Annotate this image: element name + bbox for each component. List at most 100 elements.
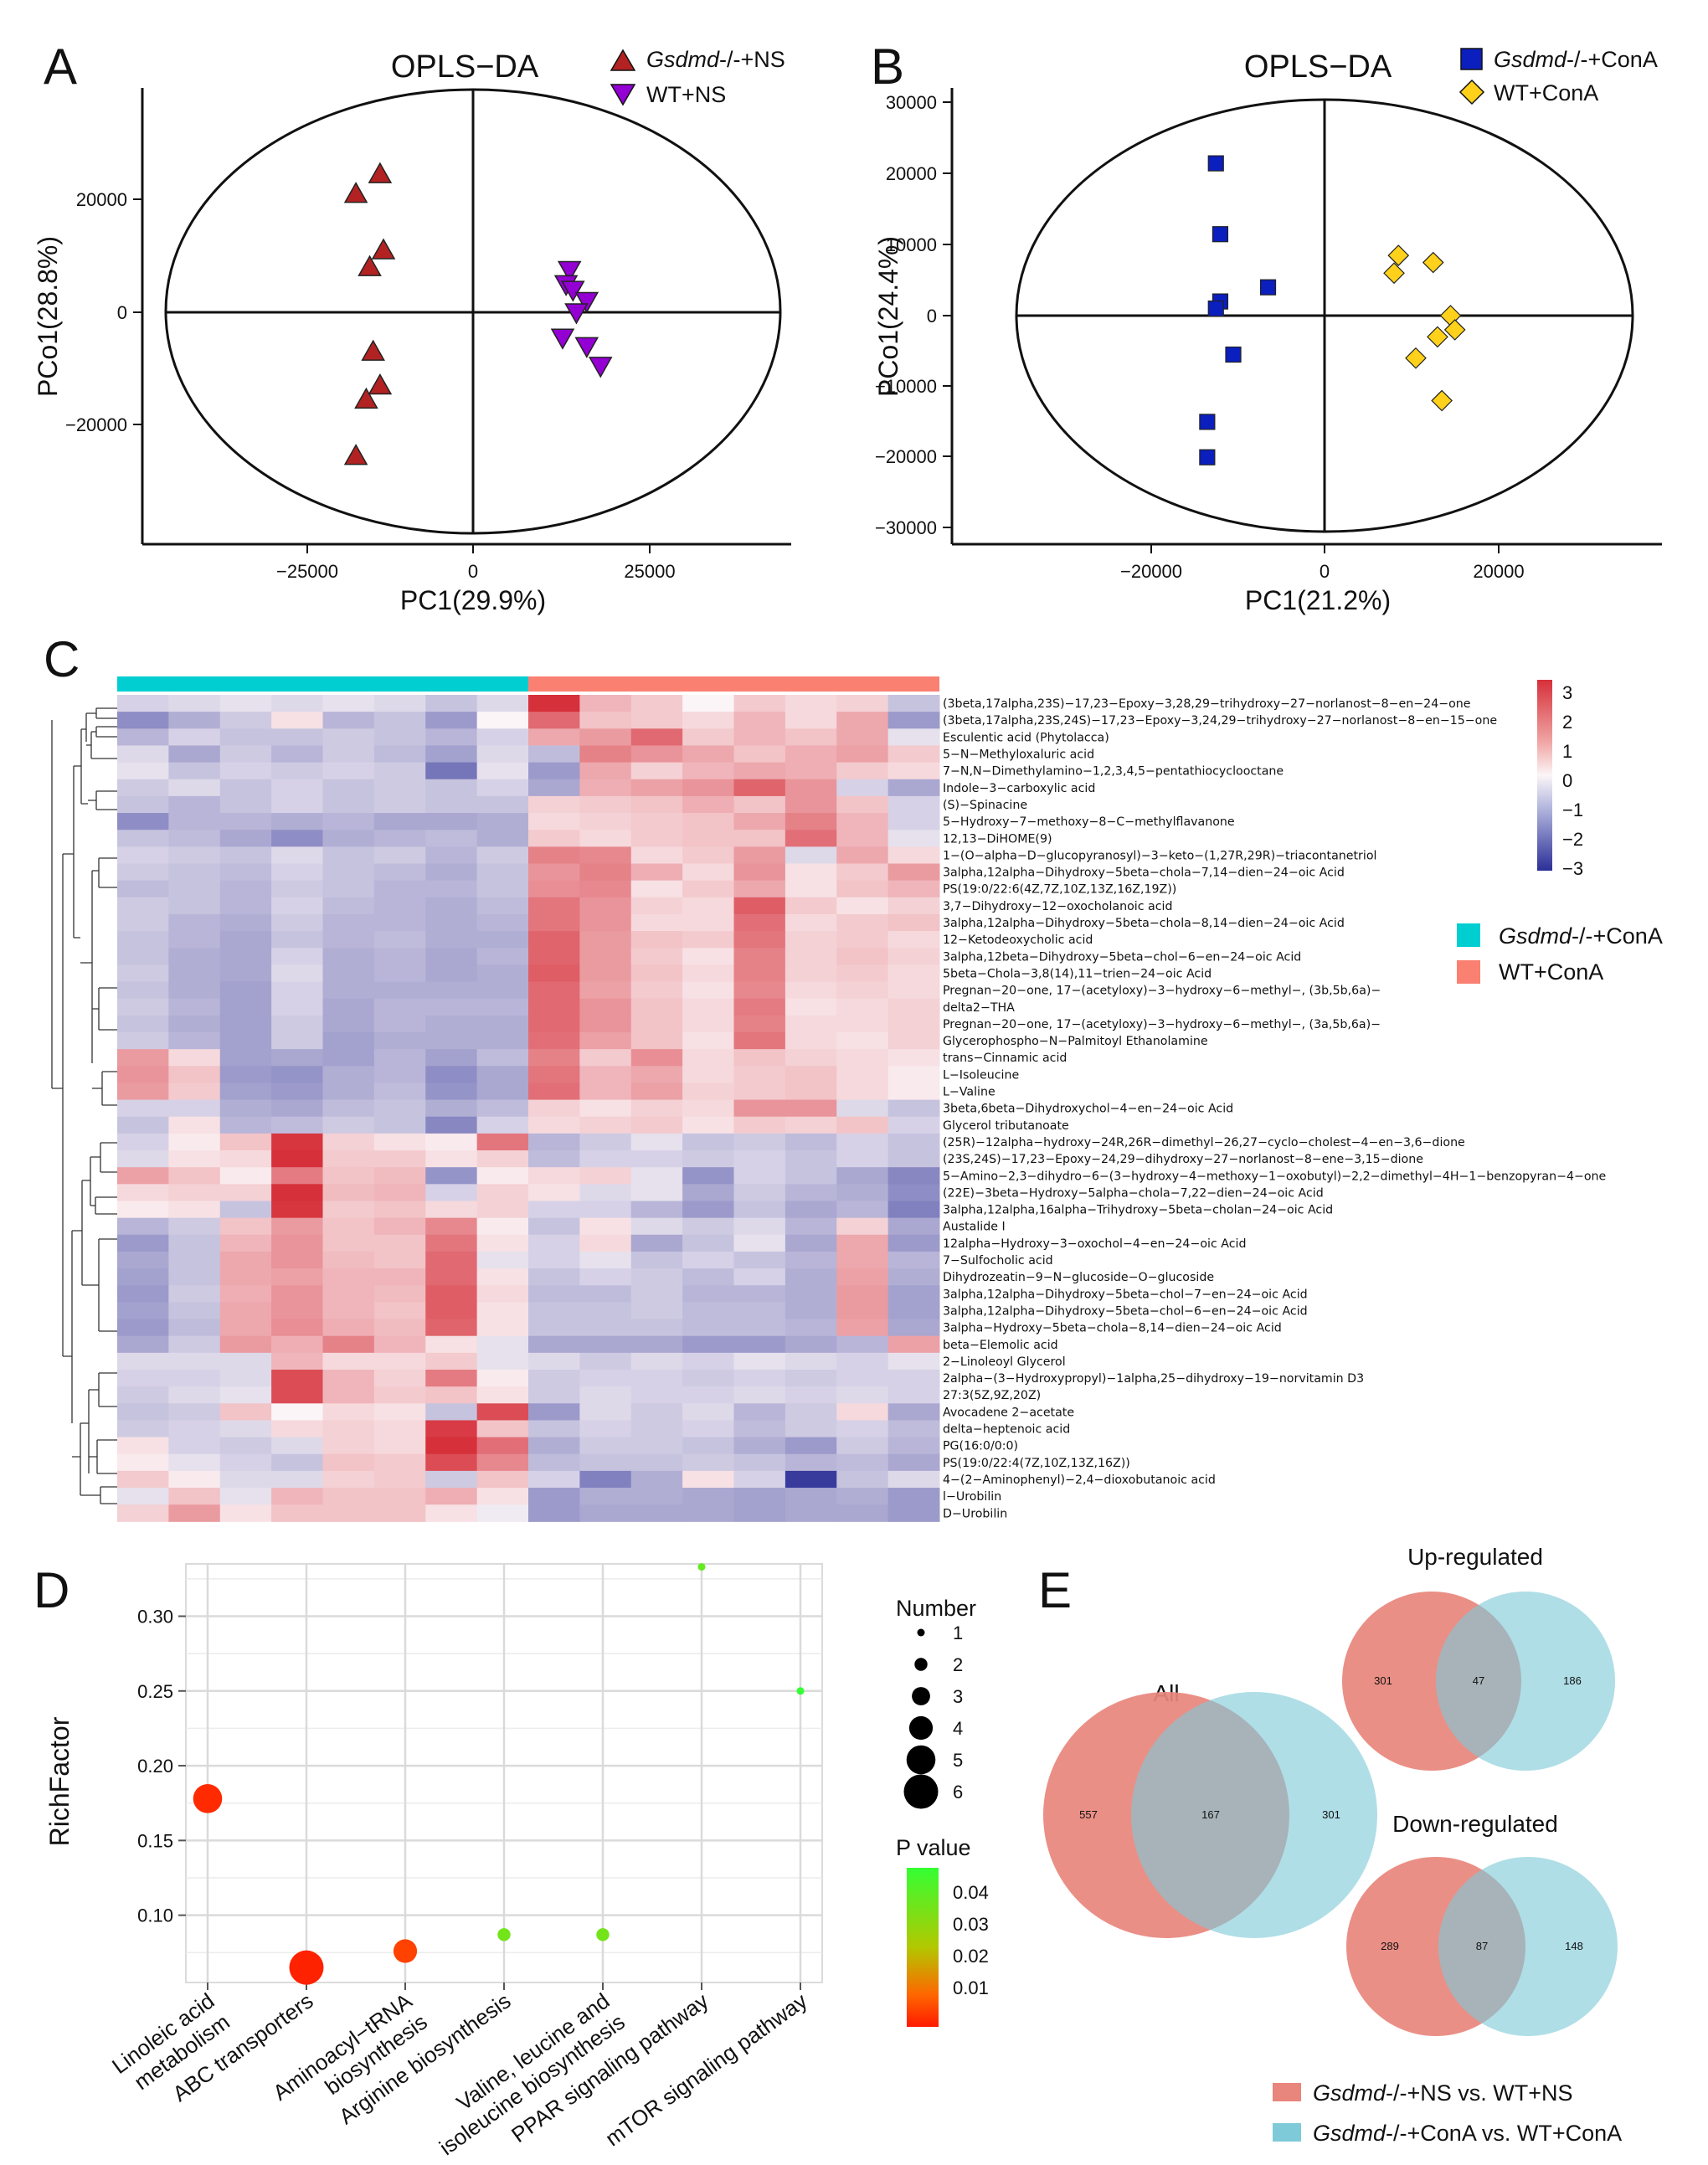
heatmap-cell <box>579 1302 632 1320</box>
venn-down-left-count: 289 <box>1381 1940 1399 1952</box>
heatmap-cell <box>836 795 889 814</box>
heatmap-row-label: beta−Elemolic acid <box>943 1339 1058 1352</box>
heatmap-cell <box>322 1015 375 1033</box>
heatmap-cell <box>476 1470 529 1489</box>
heatmap-legend-ko-label: Gsdmd-/-+ConA <box>1499 923 1663 949</box>
heatmap-cell <box>733 1099 786 1118</box>
heatmap-cell <box>579 981 632 1000</box>
heatmap-cell <box>785 931 837 949</box>
heatmap-row-label: Austalide I <box>943 1221 1006 1234</box>
heatmap-cell <box>528 1504 580 1522</box>
heatmap-cell <box>271 1201 324 1219</box>
heatmap-cell <box>168 1082 221 1101</box>
heatmap-cell <box>630 795 683 814</box>
heatmap-cell <box>219 1116 272 1134</box>
heatmap-cell <box>836 1201 889 1219</box>
point-wt-cona <box>1422 251 1444 274</box>
heatmap-cell <box>322 1082 375 1101</box>
heatmap-cell <box>630 1251 683 1269</box>
heatmap-cell <box>579 1032 632 1050</box>
heatmap-cell <box>168 931 221 949</box>
size-legend-dot <box>914 1658 928 1671</box>
heatmap-cell <box>528 880 580 898</box>
heatmap-cell <box>373 830 426 847</box>
heatmap-cell <box>219 695 272 712</box>
heatmap-cell <box>733 1015 786 1033</box>
heatmap-cell <box>528 1032 580 1050</box>
heatmap-cell <box>425 1370 478 1387</box>
heatmap-cell <box>219 830 272 847</box>
heatmap-cell <box>836 1403 889 1421</box>
heatmap-cell <box>476 795 529 814</box>
color-legend-title: P value <box>896 1835 971 1860</box>
panel-c-letter: C <box>44 631 80 687</box>
heatmap-cell <box>117 1319 169 1337</box>
heatmap-cell <box>682 1217 735 1236</box>
heatmap-cell <box>117 1015 169 1033</box>
venn-up: Up-regulated 301 47 186 <box>1342 1544 1615 1771</box>
heatmap-cell <box>630 762 683 780</box>
heatmap-cell <box>168 728 221 746</box>
point-ko-ns <box>343 444 368 465</box>
heatmap-cell <box>836 1453 889 1472</box>
heatmap-cell <box>219 913 272 932</box>
heatmap-cell <box>476 1201 529 1219</box>
heatmap-cell <box>425 1234 478 1252</box>
heatmap-cell <box>168 1150 221 1168</box>
heatmap-cell <box>887 1470 940 1489</box>
heatmap-group-bar-ko <box>117 676 528 692</box>
heatmap-cell <box>373 1133 426 1151</box>
heatmap-cell <box>425 880 478 898</box>
heatmap-cell <box>579 695 632 712</box>
heatmap-cell <box>322 695 375 712</box>
heatmap-cell <box>219 1066 272 1083</box>
heatmap-cell <box>785 897 837 915</box>
heatmap-cell <box>682 830 735 847</box>
heatmap-cell <box>836 1302 889 1320</box>
point-wt-ns <box>557 260 582 283</box>
panel-b-x-title: PC1(21.2%) <box>1245 585 1391 615</box>
heatmap-row-label: 2alpha−(3−Hydroxypropyl)−1alpha,25−dihyd… <box>943 1372 1364 1386</box>
heatmap-cell <box>630 695 683 712</box>
heatmap-cell <box>425 863 478 882</box>
heatmap-cell <box>785 745 837 764</box>
point-wt-cona <box>1443 319 1466 341</box>
heatmap-cell <box>476 1234 529 1252</box>
heatmap-cell <box>476 1386 529 1404</box>
pvalue-tick: 0.01 <box>953 1977 989 1998</box>
heatmap-cell <box>733 1470 786 1489</box>
panel-d-y-title: RichFactor <box>44 1716 75 1846</box>
heatmap-cell <box>630 1504 683 1522</box>
heatmap-cell <box>528 1352 580 1370</box>
heatmap-row-label: PS(19:0/22:6(4Z,7Z,10Z,13Z,16Z,19Z)) <box>943 883 1176 897</box>
heatmap-cell <box>682 1437 735 1455</box>
heatmap-cell <box>630 998 683 1016</box>
heatmap-cell <box>219 779 272 797</box>
heatmap-cell <box>785 1352 837 1370</box>
heatmap-cell <box>528 1234 580 1252</box>
heatmap-cell <box>476 1015 529 1033</box>
heatmap-cell <box>322 1133 375 1151</box>
heatmap-cell <box>219 863 272 882</box>
heatmap-cell <box>219 1015 272 1033</box>
heatmap-cell <box>168 1049 221 1067</box>
heatmap-cell <box>271 1116 324 1134</box>
heatmap-cell <box>322 931 375 949</box>
heatmap-cell <box>322 1319 375 1337</box>
heatmap-cell <box>168 695 221 712</box>
heatmap-cell <box>887 1403 940 1421</box>
heatmap-cell <box>682 1285 735 1303</box>
heatmap-cell <box>836 880 889 898</box>
heatmap-cell <box>785 1302 837 1320</box>
heatmap-cell <box>373 964 426 983</box>
heatmap-cell <box>630 830 683 847</box>
heatmap-cell <box>630 1420 683 1438</box>
heatmap-cell <box>322 795 375 814</box>
heatmap-cell <box>219 1403 272 1421</box>
panel-d-letter: D <box>33 1562 69 1618</box>
heatmap-cell <box>373 1217 426 1236</box>
heatmap-cell <box>528 1217 580 1236</box>
heatmap-legend-ko-swatch <box>1457 923 1480 947</box>
heatmap-cell <box>476 1437 529 1455</box>
heatmap-cell <box>322 1470 375 1489</box>
